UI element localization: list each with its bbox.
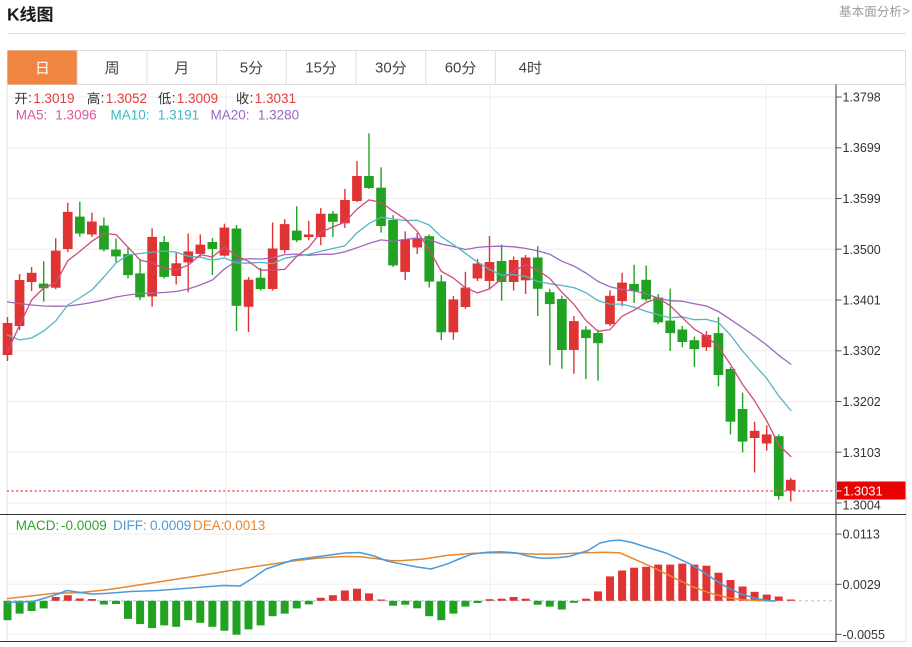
svg-text:5: 5 [240,60,248,77]
svg-text:60: 60 [445,60,462,77]
svg-text:K: K [7,5,20,25]
svg-text:0.0113: 0.0113 [843,528,880,542]
svg-text:1.3019: 1.3019 [33,91,74,106]
svg-text:DIFF:: DIFF: [113,518,147,533]
svg-text:15: 15 [305,60,322,77]
svg-text::: : [101,91,105,106]
svg-text:-0.0009: -0.0009 [61,518,107,533]
svg-text::: : [250,91,254,106]
svg-text:0.0013: 0.0013 [224,518,265,533]
svg-text::: : [28,91,32,106]
svg-text:>: > [903,5,910,19]
svg-text:0.0029: 0.0029 [843,578,881,592]
svg-text:1.3103: 1.3103 [843,446,881,460]
svg-text:MA10:: MA10: [111,108,150,123]
svg-text:1.3004: 1.3004 [843,499,881,513]
svg-text:MA20:: MA20: [211,108,250,123]
svg-text:1.3699: 1.3699 [843,141,881,155]
svg-text:1.3599: 1.3599 [843,192,881,206]
svg-text::: : [172,91,176,106]
svg-text:1.3052: 1.3052 [106,91,147,106]
svg-text:1.3500: 1.3500 [843,243,881,257]
svg-text:0.0009: 0.0009 [150,518,191,533]
svg-text:1.3031: 1.3031 [255,91,296,106]
svg-text:DEA:: DEA: [193,518,225,533]
svg-text:4: 4 [519,60,527,77]
svg-text:-0.0055: -0.0055 [843,628,885,642]
svg-text:1.3401: 1.3401 [843,294,881,308]
svg-text:30: 30 [375,60,392,77]
svg-text:1.3031: 1.3031 [843,483,883,498]
svg-text:1.3096: 1.3096 [55,108,96,123]
svg-text:MACD:: MACD: [16,518,60,533]
svg-text:1.3191: 1.3191 [158,108,199,123]
svg-text:MA5:: MA5: [16,108,48,123]
svg-text:1.3280: 1.3280 [258,108,299,123]
svg-text:1.3202: 1.3202 [843,395,881,409]
svg-text:1.3798: 1.3798 [843,91,881,105]
svg-text:1.3009: 1.3009 [177,91,218,106]
svg-text:1.3302: 1.3302 [843,344,881,358]
